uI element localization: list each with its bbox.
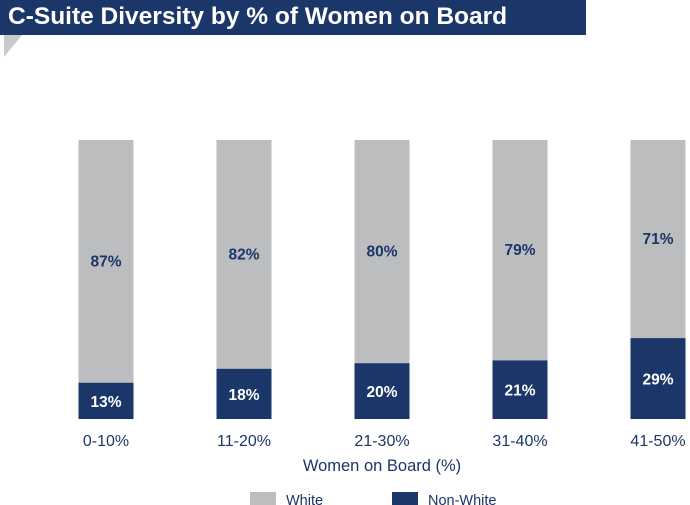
bars-group: 87% 13% 82% 18% 80% 20% 79% 21% 71% 29%	[78, 140, 686, 419]
bar-nonwhite-0-10%	[78, 382, 134, 419]
chart-title: C-Suite Diversity by % of Women on Board	[8, 3, 508, 30]
category-label-21-30%: 21-30%	[354, 433, 409, 450]
bar-white-41-50%	[630, 140, 686, 339]
data-label-white-0-10%: 87%	[90, 253, 121, 270]
data-label-nonwhite-0-10%: 13%	[90, 394, 121, 411]
legend: White Non-White	[250, 492, 497, 505]
bar-nonwhite-31-40%	[492, 360, 548, 419]
bar-white-0-10%	[78, 140, 134, 383]
category-label-31-40%: 31-40%	[492, 433, 547, 450]
title-banner: C-Suite Diversity by % of Women on Board	[0, 0, 586, 35]
bar-white-11-20%	[216, 140, 272, 369]
data-label-white-11-20%: 82%	[228, 246, 259, 263]
bar-white-21-30%	[354, 140, 410, 364]
category-labels: 0-10% 11-20% 21-30% 31-40% 41-50%	[83, 433, 686, 450]
data-label-nonwhite-41-50%: 29%	[642, 372, 673, 389]
legend-label-white: White	[286, 493, 323, 505]
bar-nonwhite-11-20%	[216, 368, 272, 419]
x-axis-title: Women on Board (%)	[303, 457, 461, 475]
legend-swatch-white	[250, 492, 276, 505]
category-label-0-10%: 0-10%	[83, 433, 129, 450]
data-label-nonwhite-31-40%: 21%	[504, 383, 535, 400]
bar-white-31-40%	[492, 140, 548, 361]
legend-swatch-non-white	[392, 492, 418, 505]
data-label-nonwhite-21-30%: 20%	[366, 384, 397, 401]
legend-label-non-white: Non-White	[428, 493, 497, 505]
category-label-41-50%: 41-50%	[630, 433, 685, 450]
data-label-nonwhite-11-20%: 18%	[228, 387, 259, 404]
bar-nonwhite-41-50%	[630, 338, 686, 419]
banner-fold-corner	[4, 35, 22, 57]
bar-nonwhite-21-30%	[354, 363, 410, 419]
data-label-white-41-50%: 71%	[642, 231, 673, 248]
category-label-11-20%: 11-20%	[217, 433, 271, 450]
data-label-white-31-40%: 79%	[504, 242, 535, 259]
data-label-white-21-30%: 80%	[366, 244, 397, 261]
